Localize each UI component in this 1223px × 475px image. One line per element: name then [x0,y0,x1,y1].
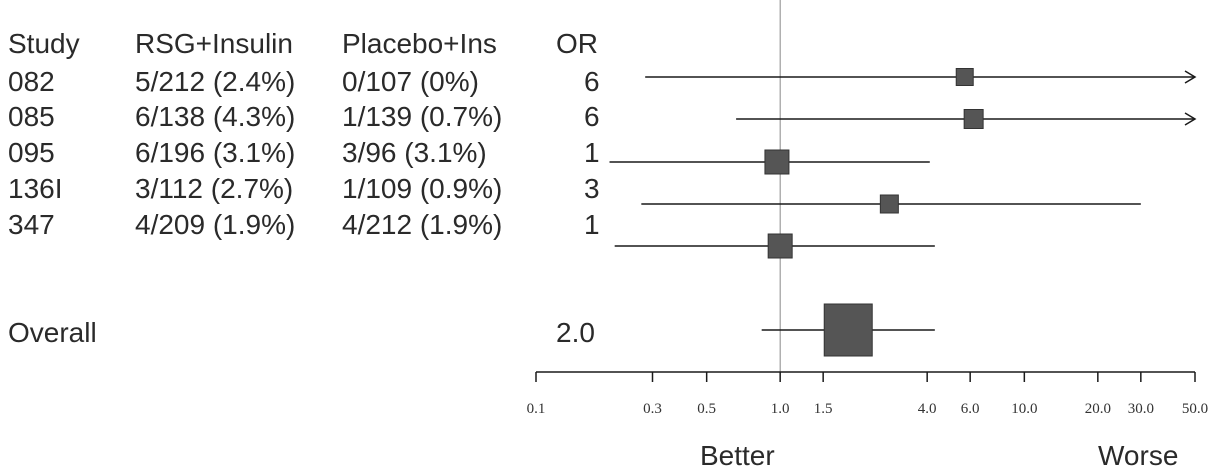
x-tick-label: 0.1 [526,401,546,417]
control-cell: 1/139 (0.7%) [342,101,503,132]
or-cell: 6 [584,66,600,97]
control-cell: 4/212 (1.9%) [342,209,503,240]
x-tick-label: 0.5 [697,401,717,417]
treatment-cell: 6/138 (4.3%) [135,101,296,132]
point-marker [955,68,974,86]
point-marker [764,149,790,175]
x-tick-label: 4.0 [917,401,937,417]
overall-marker [823,303,873,357]
ci-arrow [1184,70,1197,84]
overall-label: Overall [8,317,97,348]
point-marker [879,194,899,214]
treatment-cell: 5/212 (2.4%) [135,66,296,97]
x-tick-label: 0.3 [643,401,662,417]
worse-label: Worse [1098,440,1179,471]
header-control: Placebo+Ins [342,28,497,59]
point-marker [767,233,793,259]
study-cell: 082 [8,66,55,97]
point-marker [963,109,984,129]
or-cell: 1 [584,209,600,240]
better-label: Better [700,440,775,471]
study-cell: 095 [8,137,55,168]
header-study: Study [8,28,80,59]
x-tick-label: 30.0 [1127,401,1154,417]
control-cell: 3/96 (3.1%) [342,137,487,168]
control-cell: 1/109 (0.9%) [342,173,503,204]
treatment-cell: 6/196 (3.1%) [135,137,296,168]
x-tick-label: 20.0 [1084,401,1111,417]
treatment-cell: 3/112 (2.7%) [135,173,294,204]
x-tick-label: 1.5 [813,401,833,417]
study-cell: 136I [8,173,63,204]
study-cell: 085 [8,101,55,132]
control-cell: 0/107 (0%) [342,66,479,97]
x-tick-label: 50.0 [1181,401,1209,417]
ci-arrow [1184,112,1197,126]
study-cell: 347 [8,209,55,240]
header-treatment: RSG+Insulin [135,28,293,59]
or-cell: 1 [584,137,600,168]
x-tick-label: 1.0 [770,401,790,417]
overall-or: 2.0 [556,317,595,348]
x-tick-label: 10.0 [1011,401,1038,417]
header-or: OR [556,28,598,59]
or-cell: 6 [584,101,600,132]
x-tick-label: 6.0 [960,401,980,417]
or-cell: 3 [584,173,600,204]
treatment-cell: 4/209 (1.9%) [135,209,296,240]
